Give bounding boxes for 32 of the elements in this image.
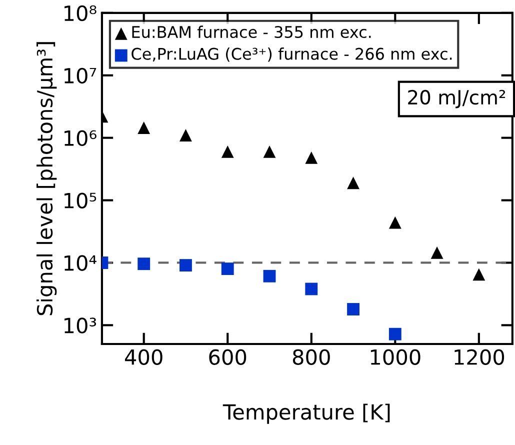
x-tick-label: 600 [209, 349, 246, 365]
x-tick-label: 800 [292, 349, 330, 365]
y-tick-label: 10³ [64, 318, 96, 334]
point [180, 259, 192, 272]
legend-label: Eu:BAM furnace - 355 nm exc. [132, 26, 371, 38]
point [138, 122, 150, 134]
point [263, 145, 276, 158]
x-axis-title: Temperature [K] [222, 404, 390, 424]
point [305, 152, 318, 164]
point [388, 328, 402, 340]
y-tick-label: 10⁵ [64, 192, 96, 208]
point [180, 129, 192, 142]
annotation: 20 mJ/cm² [408, 90, 506, 108]
point [472, 268, 486, 281]
y-tick-label: 10⁸ [64, 5, 96, 22]
x-tick-label: 1000 [370, 349, 420, 365]
point [305, 282, 318, 296]
point [138, 258, 150, 270]
y-tick-label: 10⁴ [64, 255, 96, 271]
y-axis-title: Signal level [photons/µm³] [36, 42, 57, 316]
x-tick-label: 1200 [454, 349, 504, 365]
point [430, 246, 444, 259]
y-tick-label: 10⁷ [64, 68, 96, 84]
y-tick-label: 10⁶ [64, 130, 96, 146]
x-tick-label: 400 [124, 349, 162, 365]
point [347, 303, 360, 316]
legend-label: Ce,Pr:LuAG (Ce³⁺) furnace - 266 nm exc. [132, 48, 452, 62]
point [221, 262, 234, 275]
point [221, 145, 234, 158]
point [388, 216, 402, 229]
point [263, 270, 276, 282]
point [347, 176, 360, 190]
